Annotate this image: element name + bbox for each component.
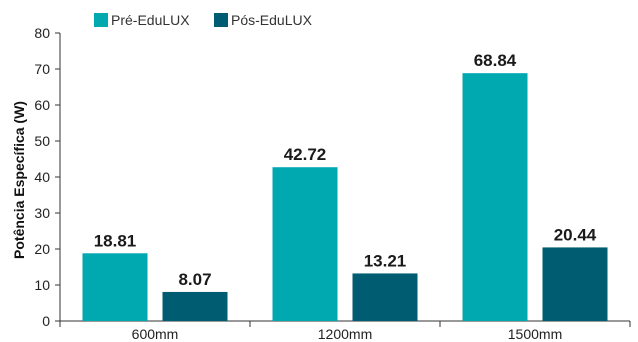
bar <box>542 247 608 321</box>
y-tick-label: 30 <box>34 205 50 221</box>
x-axis: 600mm 1200mm 1500mm <box>59 320 631 342</box>
bar <box>82 253 148 321</box>
legend-label: Pré-EduLUX <box>111 12 190 28</box>
bar <box>272 167 338 321</box>
x-category-label: 1500mm <box>508 326 562 342</box>
bar-value-label: 8.07 <box>178 270 211 289</box>
bar-value-label: 20.44 <box>554 225 597 244</box>
bar <box>162 291 228 321</box>
legend: Pré-EduLUX Pós-EduLUX <box>94 12 313 28</box>
y-tick-label: 60 <box>34 97 50 113</box>
legend-swatch <box>214 13 228 27</box>
bar-value-label: 13.21 <box>364 251 407 270</box>
y-axis: 0 10 20 30 40 50 60 70 80 <box>34 25 61 329</box>
y-tick-label: 80 <box>34 25 50 41</box>
y-tick-label: 20 <box>34 241 50 257</box>
bar <box>462 73 528 322</box>
y-tick-label: 70 <box>34 61 50 77</box>
y-tick-label: 40 <box>34 169 50 185</box>
legend-swatch <box>94 13 108 27</box>
y-tick-label: 10 <box>34 277 50 293</box>
y-tick-label: 50 <box>34 133 50 149</box>
x-category-label: 1200mm <box>318 326 372 342</box>
bar-value-label: 68.84 <box>474 51 517 70</box>
bars <box>82 73 608 322</box>
legend-label: Pós-EduLUX <box>231 12 313 28</box>
value-labels: 18.81 8.07 42.72 13.21 68.84 20.44 <box>94 51 597 289</box>
y-axis-title: Potência Específica (W) <box>11 101 27 259</box>
x-category-label: 600mm <box>132 326 179 342</box>
y-tick-label: 0 <box>42 313 50 329</box>
bar-value-label: 18.81 <box>94 231 137 250</box>
bar-value-label: 42.72 <box>284 145 327 164</box>
bar <box>352 273 418 321</box>
